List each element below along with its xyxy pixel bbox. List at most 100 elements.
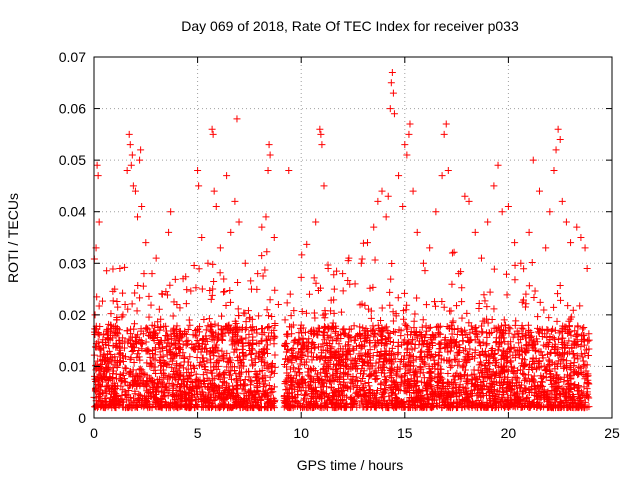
noise-point xyxy=(534,389,542,397)
noise-point xyxy=(190,364,198,372)
data-point xyxy=(484,218,492,226)
noise-point xyxy=(263,345,271,353)
noise-point xyxy=(579,336,587,344)
noise-point xyxy=(128,401,136,409)
noise-point xyxy=(426,368,434,376)
data-point xyxy=(223,172,231,180)
noise-point xyxy=(337,330,345,338)
noise-point xyxy=(194,377,202,385)
noise-point xyxy=(95,302,103,310)
noise-point xyxy=(529,357,537,365)
noise-point xyxy=(518,348,526,356)
noise-point xyxy=(415,388,423,396)
noise-point xyxy=(177,361,185,369)
noise-point xyxy=(543,340,551,348)
noise-point xyxy=(512,317,520,325)
noise-point xyxy=(519,362,527,370)
noise-point xyxy=(295,335,303,343)
noise-point xyxy=(461,357,469,365)
noise-point xyxy=(458,284,466,292)
noise-point xyxy=(391,328,399,336)
noise-point xyxy=(443,341,451,349)
noise-point xyxy=(266,336,274,344)
noise-point xyxy=(579,390,587,398)
noise-point xyxy=(328,354,336,362)
data-point xyxy=(107,321,115,329)
noise-point xyxy=(478,329,486,337)
noise-point xyxy=(124,305,132,313)
noise-point xyxy=(380,341,388,349)
noise-point xyxy=(477,366,485,374)
noise-point xyxy=(122,378,130,386)
noise-point xyxy=(288,377,296,385)
noise-point xyxy=(330,403,338,411)
noise-point xyxy=(483,303,491,311)
noise-point xyxy=(138,339,146,347)
noise-point xyxy=(378,304,386,312)
noise-point xyxy=(317,369,325,377)
noise-point xyxy=(563,392,571,400)
noise-point xyxy=(164,401,172,409)
data-point xyxy=(195,182,203,190)
data-point xyxy=(158,290,166,298)
data-point xyxy=(233,115,241,123)
noise-point xyxy=(512,373,520,381)
noise-point xyxy=(363,403,371,411)
noise-point xyxy=(324,363,332,371)
noise-point xyxy=(421,267,429,275)
noise-point xyxy=(532,400,540,408)
noise-point xyxy=(387,275,395,283)
noise-point xyxy=(250,403,258,411)
data-point xyxy=(265,141,273,149)
noise-point xyxy=(364,331,372,339)
noise-point xyxy=(412,355,420,363)
noise-point xyxy=(365,398,373,406)
noise-point xyxy=(530,293,538,301)
noise-point xyxy=(177,334,185,342)
noise-point xyxy=(359,361,367,369)
noise-point xyxy=(342,361,350,369)
noise-point xyxy=(546,357,554,365)
noise-point xyxy=(321,324,329,332)
noise-point xyxy=(225,371,233,379)
noise-point xyxy=(388,259,396,267)
noise-point xyxy=(184,340,192,348)
noise-point xyxy=(367,327,375,335)
data-point xyxy=(374,197,382,205)
noise-point xyxy=(191,343,199,351)
noise-point xyxy=(136,294,144,302)
noise-point xyxy=(509,351,517,359)
noise-point xyxy=(167,349,175,357)
noise-point xyxy=(487,385,495,393)
noise-point xyxy=(215,372,223,380)
noise-point xyxy=(366,346,374,354)
noise-point xyxy=(104,334,112,342)
data-point xyxy=(129,182,137,190)
noise-point xyxy=(388,384,396,392)
data-point xyxy=(395,172,403,180)
noise-point xyxy=(120,403,128,411)
noise-point xyxy=(361,338,369,346)
data-point xyxy=(254,270,262,278)
noise-point xyxy=(419,316,427,324)
noise-point xyxy=(393,366,401,374)
noise-point xyxy=(247,350,255,358)
noise-point xyxy=(253,371,261,379)
noise-point xyxy=(110,367,118,375)
noise-point xyxy=(455,358,463,366)
noise-point xyxy=(122,353,130,361)
noise-point xyxy=(491,371,499,379)
noise-point xyxy=(290,307,298,315)
noise-point xyxy=(449,319,457,327)
noise-point xyxy=(452,339,460,347)
noise-point xyxy=(226,354,234,362)
noise-point xyxy=(346,346,354,354)
noise-point xyxy=(577,388,585,396)
data-point xyxy=(137,146,145,154)
noise-point xyxy=(150,380,158,388)
noise-point xyxy=(524,393,532,401)
noise-point xyxy=(452,356,460,364)
noise-point xyxy=(291,336,299,344)
noise-point xyxy=(497,322,505,330)
data-point xyxy=(455,270,463,278)
